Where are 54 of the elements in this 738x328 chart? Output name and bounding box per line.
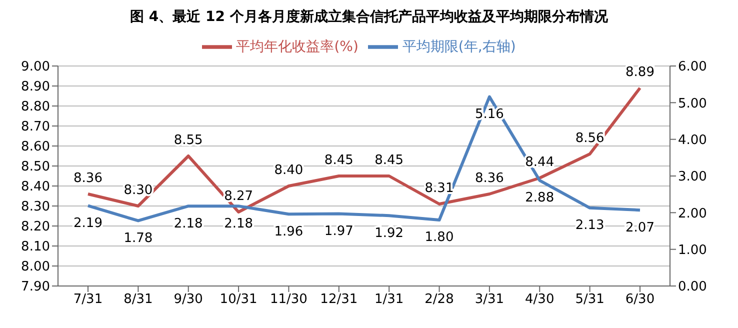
data-label: 8.55 — [174, 133, 203, 148]
x-tick-label: 2/28 — [424, 292, 454, 308]
x-tick-label: 3/31 — [474, 292, 504, 308]
y2-tick-label: 1.00 — [678, 242, 707, 258]
data-label: 1.92 — [374, 226, 404, 241]
data-label: 8.30 — [124, 183, 153, 198]
data-label: 2.19 — [74, 216, 102, 231]
y-tick-label: 8.80 — [21, 100, 50, 115]
data-label: 8.27 — [224, 189, 254, 204]
x-tick-label: 1/31 — [374, 292, 404, 308]
data-label: 2.18 — [224, 216, 254, 232]
x-tick-label: 9/30 — [174, 292, 203, 308]
data-label: 8.36 — [474, 171, 504, 186]
y-tick-label: 9.00 — [21, 60, 50, 75]
y2-tick-label: 0.00 — [678, 280, 707, 295]
data-label: 1.96 — [274, 224, 304, 240]
x-tick-label: 4/30 — [525, 292, 554, 308]
y-tick-label: 8.50 — [21, 160, 50, 175]
x-tick-label: 7/31 — [73, 292, 103, 308]
data-label: 8.40 — [274, 163, 304, 178]
legend-label: 平均期限(年,右轴) — [402, 38, 516, 55]
y-tick-label: 7.90 — [21, 280, 50, 295]
y-tick-label: 8.70 — [21, 120, 50, 135]
y-tick-label: 8.20 — [21, 220, 50, 235]
data-label: 8.45 — [324, 153, 354, 168]
data-label: 8.45 — [374, 153, 404, 168]
data-label: 2.18 — [174, 216, 203, 232]
x-tick-label: 6/30 — [625, 292, 655, 308]
legend-label: 平均年化收益率(%) — [236, 38, 358, 55]
data-label: 1.80 — [424, 230, 454, 246]
data-label: 8.36 — [74, 171, 102, 186]
y-tick-label: 8.00 — [21, 260, 50, 275]
data-label: 2.13 — [575, 218, 604, 234]
x-tick-label: 10/31 — [220, 292, 258, 308]
x-tick-label: 5/31 — [575, 292, 604, 308]
data-label: 1.78 — [124, 230, 153, 246]
y2-tick-label: 5.00 — [678, 96, 707, 112]
y2-tick-label: 2.00 — [678, 206, 707, 222]
data-label: 1.97 — [324, 224, 354, 239]
y2-tick-label: 6.00 — [678, 60, 707, 75]
x-tick-label: 8/31 — [124, 292, 153, 308]
y-tick-label: 8.30 — [21, 200, 50, 215]
x-tick-label: 12/31 — [320, 292, 358, 308]
data-label: 2.88 — [525, 190, 554, 206]
y-tick-label: 8.10 — [21, 240, 50, 255]
y2-tick-label: 3.00 — [678, 170, 707, 185]
y-tick-label: 8.60 — [21, 140, 50, 155]
x-tick-label: 11/30 — [270, 292, 308, 308]
data-label: 2.07 — [626, 220, 654, 236]
y2-tick-label: 4.00 — [678, 132, 707, 148]
y-tick-label: 8.90 — [21, 80, 50, 95]
chart-title: 图 4、最近 12 个月各月度新成立集合信托产品平均收益及平均期限分布情况 — [129, 8, 609, 27]
data-label: 8.89 — [626, 65, 654, 80]
y-tick-label: 8.40 — [21, 180, 50, 195]
